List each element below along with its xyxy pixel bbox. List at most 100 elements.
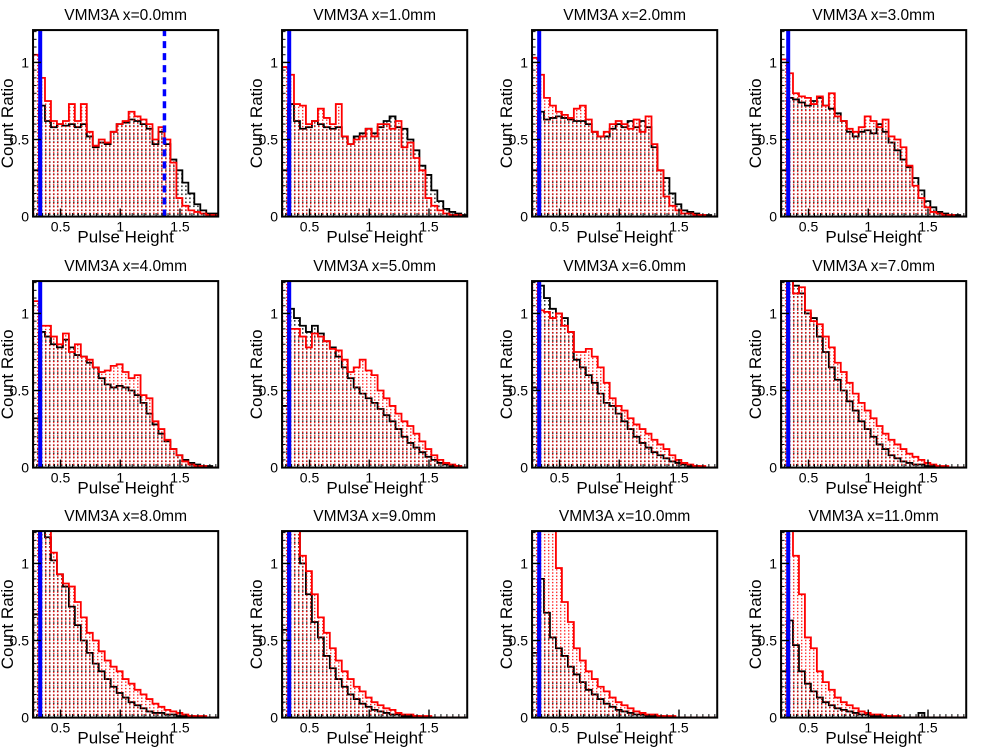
- y-tick-label: 0.5: [10, 633, 30, 649]
- x-tick-label: 0.5: [799, 469, 819, 485]
- x-tick-label: 1.5: [918, 720, 938, 736]
- x-tick-label: 1.5: [918, 469, 938, 485]
- x-axis-title: Pulse Height: [327, 228, 424, 247]
- x-tick-label: 1: [864, 219, 872, 235]
- x-axis-title: Pulse Height: [327, 478, 424, 497]
- y-tick-label: 0: [270, 710, 278, 726]
- panel-title: VMM3A x=0.0mm: [64, 7, 187, 24]
- plot-area: [531, 30, 717, 217]
- panel-title: VMM3A x=11.0mm: [808, 508, 938, 525]
- panel-cell-7: VMM3A x=7.0mm 0.5 1 1.5 0 0.5 1 Pulse Height Cou…: [748, 251, 997, 502]
- red-histogram: [780, 280, 966, 468]
- x-tick-label: 0.5: [300, 720, 320, 736]
- x-tick-label: 1.5: [420, 219, 440, 235]
- y-axis-title: Count Ratio: [499, 580, 516, 670]
- x-tick-label: 0.5: [51, 469, 71, 485]
- y-tick-label: 0.5: [757, 132, 777, 148]
- x-tick-label: 1.5: [170, 720, 190, 736]
- panel-cell-10: VMM3A x=10.0mm 0.5 1 1.5 0 0.5 1 Pulse Height Co…: [499, 501, 748, 752]
- y-tick-label: 1: [21, 54, 29, 70]
- x-tick-label: 1: [615, 469, 623, 485]
- plot-frame: [779, 29, 967, 218]
- panel-title: VMM3A x=3.0mm: [812, 7, 935, 24]
- red-histogram: [531, 280, 717, 468]
- x-axis-title: Pulse Height: [576, 228, 673, 247]
- plot-frame: [32, 279, 220, 469]
- x-tick-label: 0.5: [300, 219, 320, 235]
- y-axis-title: Count Ratio: [748, 329, 765, 419]
- y-tick-label: 1: [520, 556, 528, 572]
- y-tick-label: 0.5: [10, 132, 30, 148]
- y-axis-title: Count Ratio: [249, 329, 266, 419]
- red-histogram: [282, 66, 468, 217]
- y-tick-label: 0: [520, 459, 528, 475]
- y-tick-label: 0: [769, 209, 777, 225]
- red-histogram: [33, 53, 219, 217]
- panel-title: VMM3A x=4.0mm: [64, 258, 187, 275]
- y-tick-label: 1: [270, 54, 278, 70]
- x-tick-label: 1.5: [669, 219, 689, 235]
- x-tick-label: 0.5: [51, 219, 71, 235]
- red-histogram-fill: [780, 531, 966, 718]
- panel-cell-1: VMM3A x=1.0mm 0.5 1 1.5 0 0.5 1 Pulse Height Cou…: [249, 0, 498, 251]
- x-tick-label: 1.5: [669, 469, 689, 485]
- x-axis-title: Pulse Height: [327, 729, 424, 748]
- x-axis-title: Pulse Height: [77, 228, 174, 247]
- x-tick-label: 1: [615, 219, 623, 235]
- plot-frame: [281, 530, 469, 719]
- x-axis-title: Pulse Height: [77, 729, 174, 748]
- plot-area: [282, 280, 468, 468]
- y-tick-label: 0.5: [508, 132, 528, 148]
- red-histogram-fill: [531, 531, 717, 718]
- y-tick-label: 0.5: [508, 633, 528, 649]
- y-axis-title: Count Ratio: [748, 78, 765, 168]
- plot-frame: [32, 29, 220, 218]
- y-tick-label: 0.5: [259, 633, 279, 649]
- panel-cell-5: VMM3A x=5.0mm 0.5 1 1.5 0 0.5 1 Pulse Height Cou…: [249, 251, 498, 502]
- plot-area: [33, 280, 219, 468]
- y-axis-title: Count Ratio: [249, 580, 266, 670]
- plot-area: [33, 531, 219, 718]
- panel-cell-0: VMM3A x=0.0mm 0.5 1 1.5 0 0.5 1 Pulse Height Cou…: [0, 0, 249, 251]
- x-axis-title: Pulse Height: [576, 729, 673, 748]
- red-histogram: [33, 299, 219, 468]
- x-tick-label: 1.5: [420, 720, 440, 736]
- plot-area: [531, 280, 717, 468]
- x-tick-label: 0.5: [300, 469, 320, 485]
- panel-title: VMM3A x=5.0mm: [313, 258, 436, 275]
- plot-frame: [32, 530, 220, 719]
- axis-ticks: [780, 281, 965, 468]
- y-tick-label: 1: [520, 305, 528, 321]
- x-tick-label: 0.5: [549, 720, 569, 736]
- red-histogram-fill: [33, 300, 219, 468]
- panel-cell-8: VMM3A x=8.0mm 0.5 1 1.5 0 0.5 1 Pulse Height Cou…: [0, 501, 249, 752]
- plot-frame: [779, 279, 967, 469]
- x-tick-label: 1: [116, 219, 124, 235]
- red-histogram: [780, 58, 966, 217]
- panel-title: VMM3A x=7.0mm: [812, 258, 935, 275]
- y-tick-label: 1: [520, 54, 528, 70]
- plot-frame: [530, 29, 718, 218]
- y-axis-title: Count Ratio: [0, 580, 17, 670]
- plot-area: [282, 531, 468, 718]
- y-tick-label: 1: [270, 556, 278, 572]
- plot-area: [780, 531, 966, 718]
- y-tick-label: 0: [21, 209, 29, 225]
- plot-frame: [281, 29, 469, 218]
- x-tick-label: 1.5: [918, 219, 938, 235]
- panel-cell-2: VMM3A x=2.0mm 0.5 1 1.5 0 0.5 1 Pulse Height Cou…: [499, 0, 748, 251]
- y-tick-label: 0: [21, 710, 29, 726]
- panel-title: VMM3A x=2.0mm: [563, 7, 686, 24]
- y-tick-label: 1: [21, 305, 29, 321]
- plot-frame: [530, 279, 718, 469]
- red-histogram: [531, 56, 717, 217]
- panel-cell-9: VMM3A x=9.0mm 0.5 1 1.5 0 0.5 1 Pulse Height Cou…: [249, 501, 498, 752]
- x-tick-label: 1.5: [669, 720, 689, 736]
